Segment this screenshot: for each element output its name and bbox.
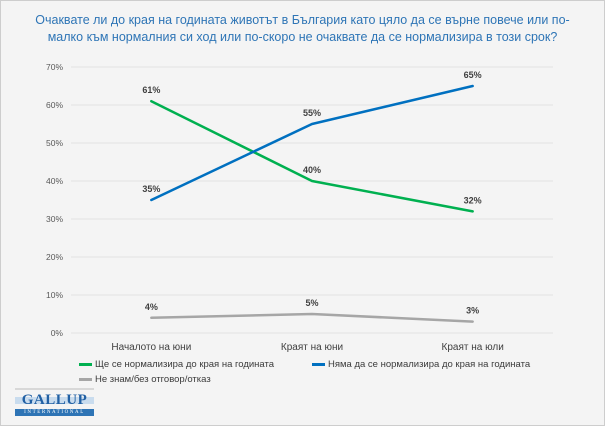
legend-label-dont-know: Не знам/без отговор/отказ [95, 374, 211, 385]
legend-label-not-normalize: Няма да се нормализира до края на година… [328, 359, 531, 370]
data-label: 5% [305, 298, 318, 308]
data-label: 40% [303, 165, 321, 175]
legend-item-normalize: Ще се нормализира до края на годината [79, 359, 312, 370]
chart-title-line2: малко към нормалния си ход или по-скоро … [47, 30, 558, 44]
y-tick-label: 30% [46, 214, 63, 224]
series-line-1 [150, 84, 474, 202]
gallup-brand-text: GALLUP [21, 392, 88, 408]
data-label: 3% [466, 306, 479, 316]
y-tick-label: 50% [46, 138, 63, 148]
data-label: 4% [145, 302, 158, 312]
chart-title-line1: Очаквате ли до края на годината животът … [35, 13, 570, 27]
data-label: 65% [464, 70, 482, 80]
series-line-2 [150, 312, 474, 323]
gallup-logo: GALLUP INTERNATIONAL [15, 388, 94, 416]
legend-label-normalize: Ще се нормализира до края на годината [95, 359, 275, 370]
legend-item-not-normalize: Няма да се нормализира до края на година… [312, 359, 530, 370]
logo-band [15, 397, 94, 404]
gallup-international-text: INTERNATIONAL [15, 409, 94, 416]
logo-divider [15, 388, 94, 390]
data-label: 61% [142, 85, 160, 95]
y-tick-label: 60% [46, 100, 63, 110]
y-tick-label: 20% [46, 252, 63, 262]
data-label: 55% [303, 108, 321, 118]
data-label: 32% [464, 195, 482, 205]
x-category-label: Началото на юни [111, 342, 191, 353]
y-tick-label: 40% [46, 176, 63, 186]
legend-marker-blue [312, 363, 325, 366]
y-tick-label: 0% [51, 328, 64, 338]
legend-item-dont-know: Не знам/без отговор/отказ [79, 374, 312, 385]
x-category-label: Краят на юни [281, 342, 343, 353]
gallup-wordmark: GALLUP [15, 393, 94, 408]
data-label: 35% [142, 184, 160, 194]
x-category-label: Краят на юли [442, 342, 504, 353]
y-tick-label: 10% [46, 290, 63, 300]
y-tick-label: 70% [46, 62, 63, 72]
legend-marker-green [79, 363, 92, 366]
chart-title: Очаквате ли до края на годината животът … [1, 12, 604, 46]
legend-marker-gray [79, 378, 92, 381]
chart-legend: Ще се нормализира до края на годината Ня… [79, 359, 530, 385]
series-line-0 [150, 99, 474, 213]
